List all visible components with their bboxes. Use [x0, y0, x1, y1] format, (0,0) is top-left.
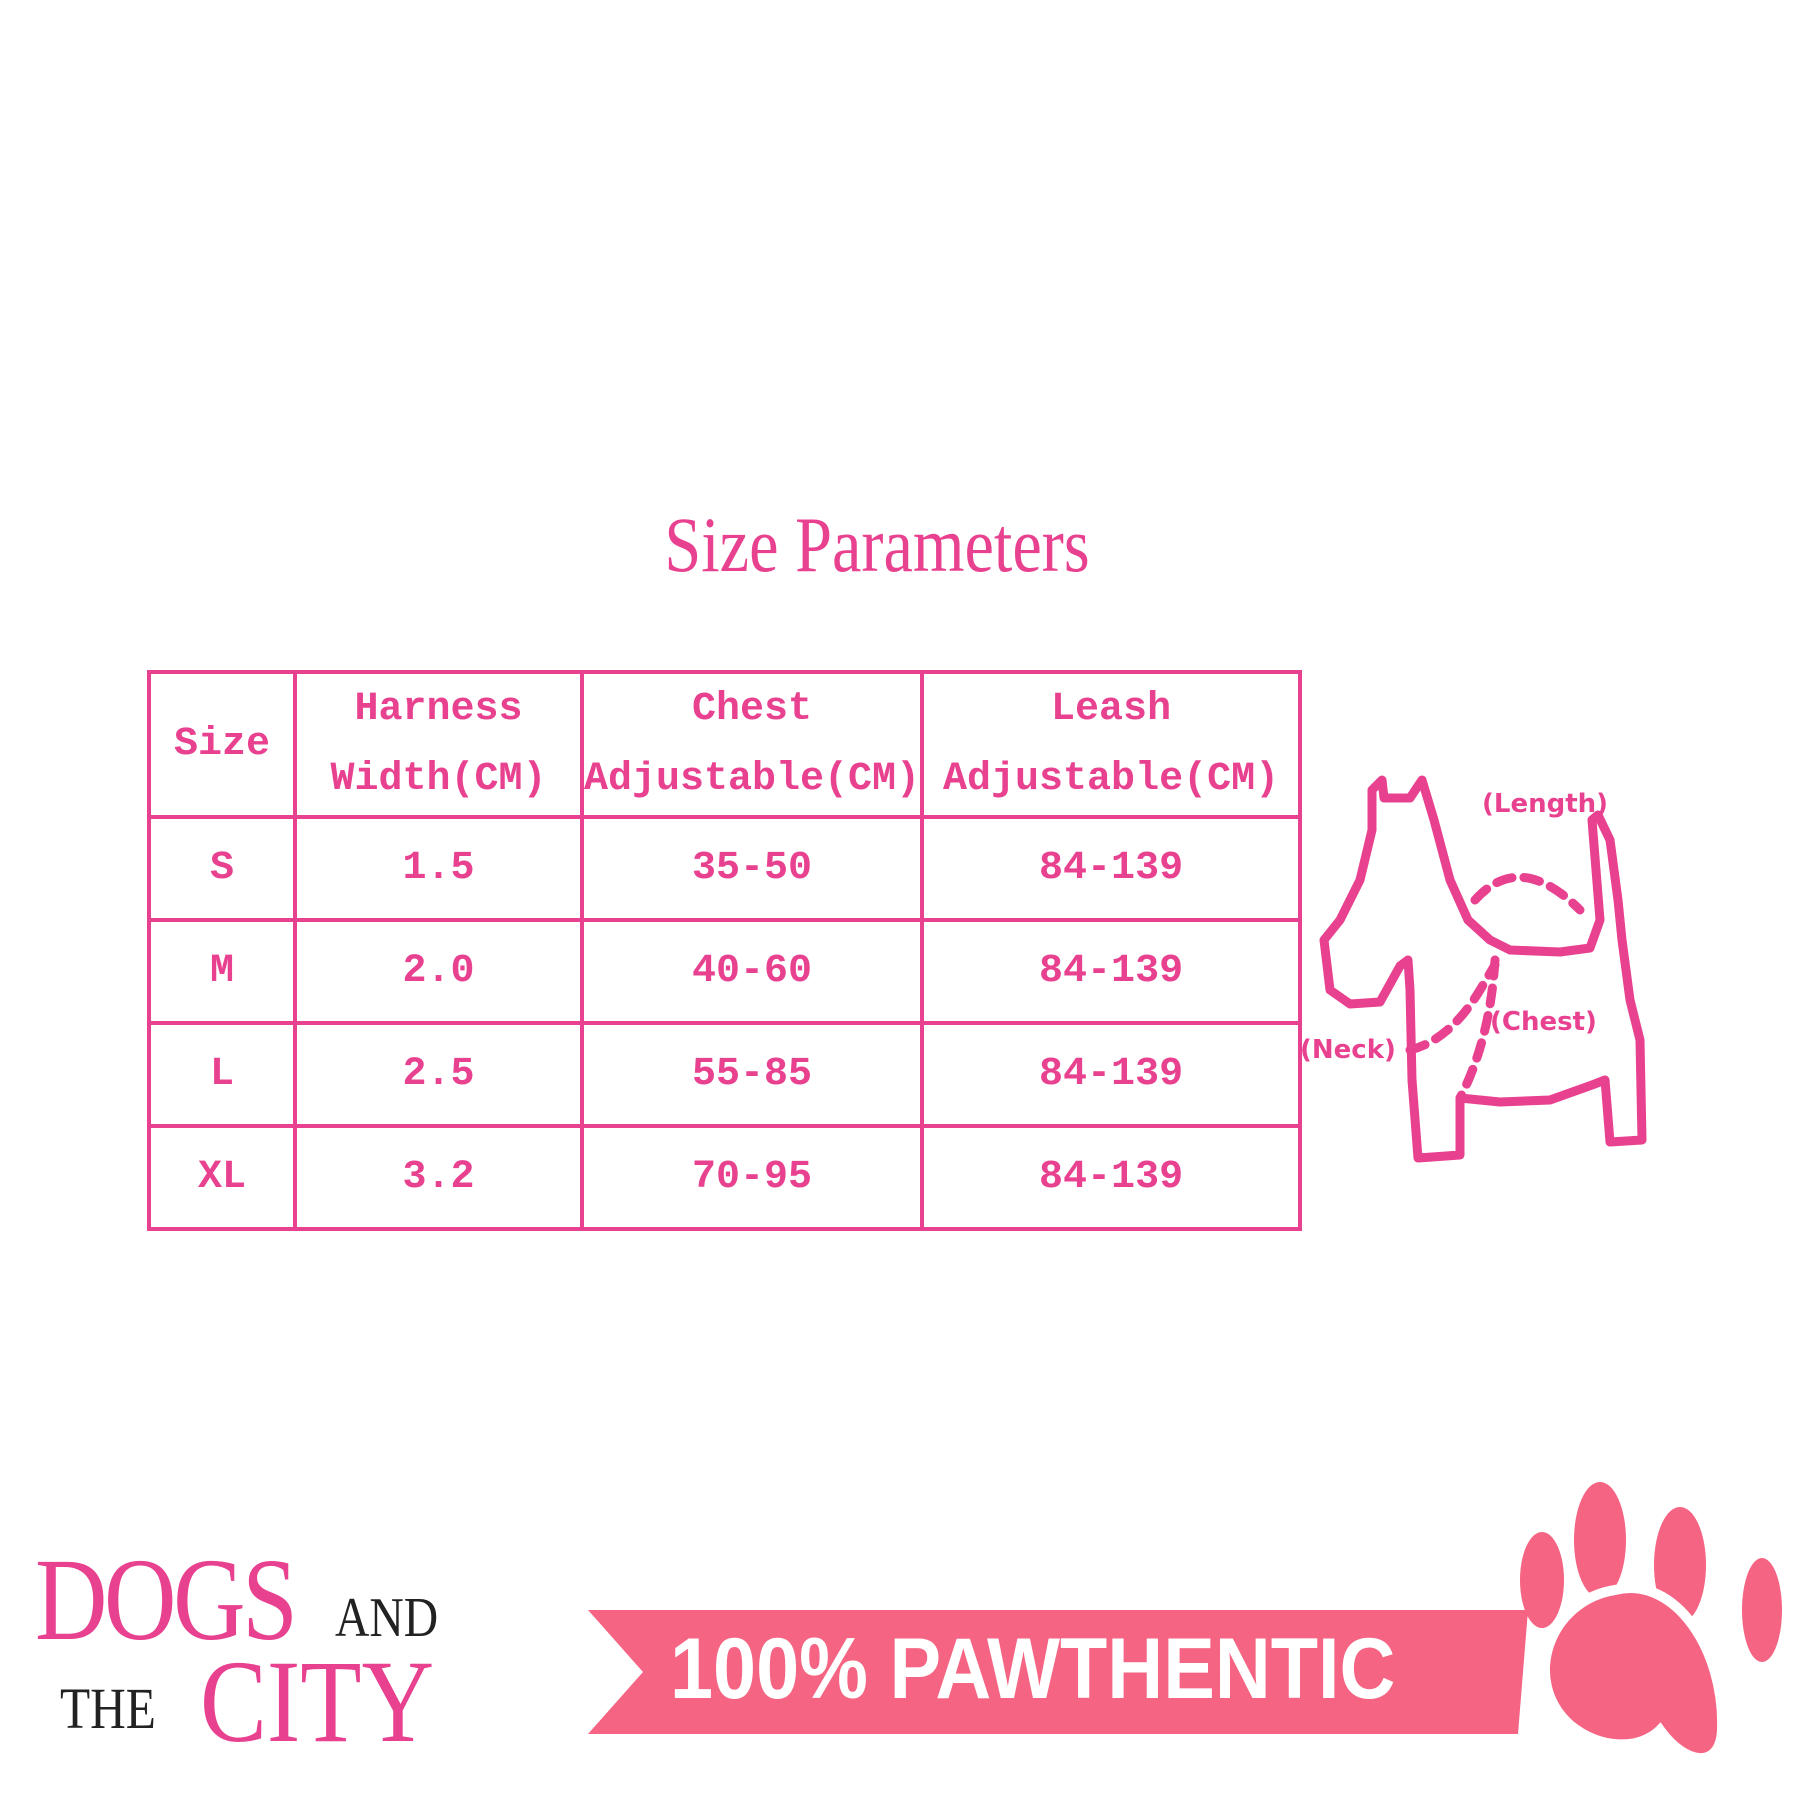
table-header-row: Size Harness Width(CM) Chest Adjustable(CM…	[147, 670, 1303, 819]
header-leash: Leash Adjustable(CM)	[920, 670, 1303, 819]
cell: L	[147, 1021, 297, 1128]
logo-and: AND	[335, 1587, 439, 1649]
cell: XL	[147, 1124, 297, 1231]
chest-dashed-line	[1455, 955, 1500, 1103]
cell: 55-85	[579, 1021, 925, 1128]
cell: 1.5	[293, 815, 584, 922]
header-harness-width: Harness Width(CM)	[293, 670, 584, 819]
header-chest: Chest Adjustable(CM)	[579, 670, 925, 819]
cell: M	[147, 918, 297, 1025]
logo-city: CITY	[200, 1636, 435, 1767]
header-text: Width(CM)	[330, 756, 547, 802]
chest-label: (Chest)	[1490, 1007, 1597, 1037]
header-text: Size	[173, 721, 270, 767]
header-text: Adjustable(CM)	[943, 756, 1280, 802]
header-text: Leash	[1051, 686, 1172, 732]
header-text: Adjustable(CM)	[584, 756, 921, 802]
cell: 35-50	[579, 815, 925, 922]
table-row: S 1.5 35-50 84-139	[147, 815, 1303, 922]
dog-outline-icon	[1319, 775, 1647, 1163]
banner-text: 100% PAWTHENTIC	[670, 1621, 1396, 1717]
ribbon-banner	[588, 1610, 1528, 1734]
cell: 3.2	[293, 1124, 584, 1231]
table-row: XL 3.2 70-95 84-139	[147, 1124, 1303, 1231]
cell: 40-60	[579, 918, 925, 1025]
neck-label: (Neck)	[1300, 1035, 1396, 1065]
header-text: Harness	[354, 686, 523, 732]
cell: 84-139	[920, 815, 1303, 922]
neck-dashed-line	[1405, 960, 1500, 1055]
logo-dogs: DOGS	[35, 1534, 298, 1665]
logo-the: THE	[60, 1676, 156, 1741]
cell: 84-139	[920, 1124, 1303, 1231]
paw-print-icon	[1520, 1482, 1782, 1764]
dogs-and-the-city-logo: DOGS AND THE CITY	[35, 1534, 555, 1767]
header-text: Chest	[692, 686, 813, 732]
cell: S	[147, 815, 297, 922]
cell: 84-139	[920, 1021, 1303, 1128]
page-title: Size Parameters	[664, 501, 1090, 588]
header-size: Size	[147, 670, 297, 819]
cell: 2.5	[293, 1021, 584, 1128]
length-dashed-line	[1470, 872, 1585, 915]
table-row: L 2.5 55-85 84-139	[147, 1021, 1303, 1128]
cell: 70-95	[579, 1124, 925, 1231]
cell: 84-139	[920, 918, 1303, 1025]
table-row: M 2.0 40-60 84-139	[147, 918, 1303, 1025]
cell: 2.0	[293, 918, 584, 1025]
dog-measurement-diagram: (Length) (Chest) (Neck)	[1300, 775, 1647, 1163]
length-label: (Length)	[1482, 789, 1608, 819]
size-table: Size Harness Width(CM) Chest Adjustable(CM…	[147, 670, 1303, 1231]
